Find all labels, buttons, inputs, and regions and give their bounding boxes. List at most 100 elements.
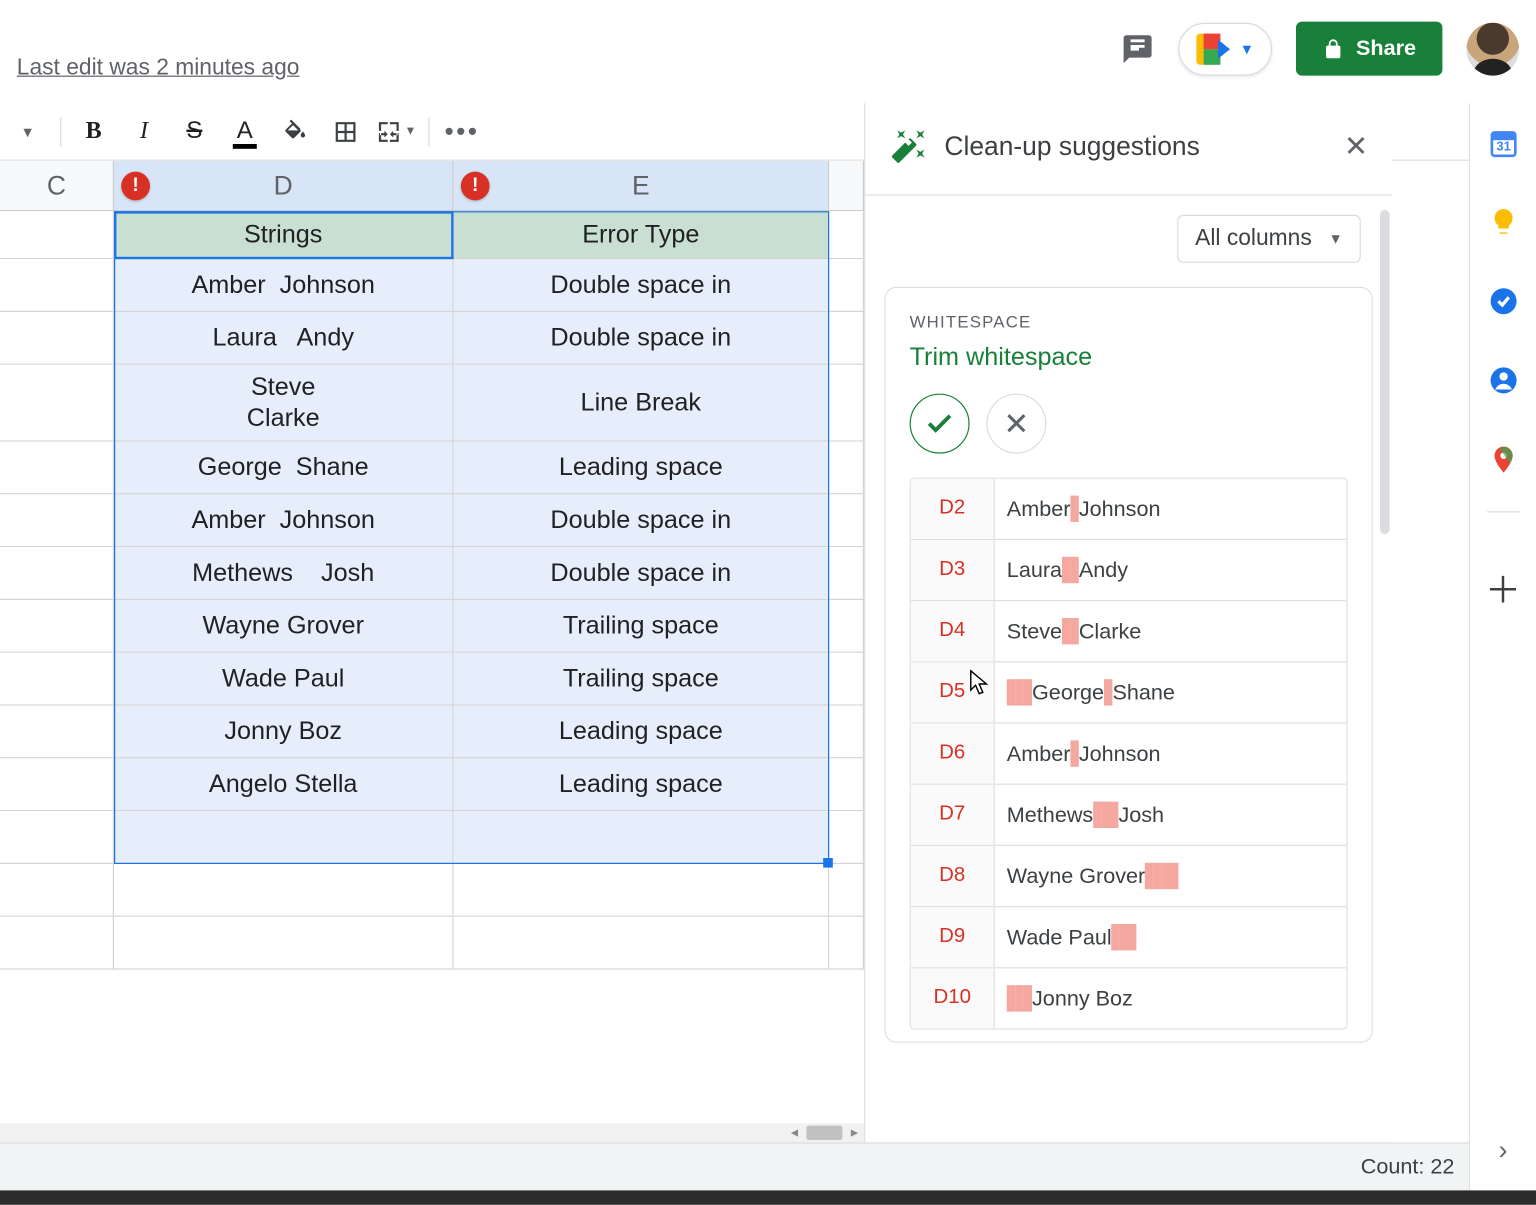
panel-title: Clean-up suggestions [944,131,1327,162]
whitespace-mark [1120,924,1128,950]
bold-button[interactable]: B [71,110,117,153]
cell-reference: D2 [911,479,995,539]
close-panel-button[interactable]: ✕ [1344,129,1368,164]
whitespace-mark [1007,985,1015,1011]
table-cell[interactable]: Angelo Stella [114,758,454,811]
whitespace-issue-row[interactable]: D8 Wayne Grover [911,846,1347,907]
more-tools-button[interactable]: ••• [439,110,485,153]
table-cell[interactable] [114,917,454,970]
table-cell[interactable] [454,917,830,970]
column-header-d[interactable]: ! D [114,161,454,210]
panel-scrollbar[interactable] [1380,210,1390,534]
table-cell[interactable]: Laura Andy [114,312,454,365]
table-cell[interactable]: Double space in [454,259,830,312]
contacts-icon[interactable] [1487,365,1518,396]
table-cell[interactable] [114,864,454,917]
status-bar: Count: 22 [0,1142,1536,1190]
text-color-button[interactable]: A [222,110,268,153]
share-label: Share [1356,36,1416,61]
keep-icon[interactable] [1487,206,1518,237]
table-cell[interactable] [454,811,830,864]
borders-button[interactable] [323,110,369,153]
side-panel-rail: 31 ＋ › [1469,103,1536,1190]
whitespace-suggestion-card: WHITESPACE Trim whitespace ✕ D2 Amber Jo… [884,287,1372,1043]
whitespace-issue-row[interactable]: D4 Steve Clarke [911,601,1347,662]
table-cell[interactable]: Amber Johnson [114,259,454,312]
header-cell-e[interactable]: Error Type [454,211,830,259]
cell-preview: Laura Andy [995,540,1347,600]
reject-suggestion-button[interactable]: ✕ [986,394,1046,454]
whitespace-issue-row[interactable]: D6 Amber Johnson [911,724,1347,785]
selection-count: Count: 22 [1361,1154,1455,1179]
table-cell[interactable]: Amber Johnson [114,494,454,547]
strikethrough-button[interactable]: S [172,110,218,153]
last-edit-link[interactable]: Last edit was 2 minutes ago [17,55,300,81]
horizontal-scrollbar[interactable]: ◄ ► [0,1123,864,1142]
add-on-button[interactable]: ＋ [1485,560,1521,613]
cell-reference: D3 [911,540,995,600]
table-cell[interactable]: Wade Paul [114,653,454,706]
table-cell[interactable]: Methews Josh [114,547,454,600]
whitespace-mark [1070,496,1078,522]
table-cell[interactable]: Double space in [454,312,830,365]
expand-rail-button[interactable]: › [1499,1135,1508,1166]
meet-button[interactable]: ▼ [1178,22,1271,75]
whitespace-issue-row[interactable]: D5 George Shane [911,662,1347,723]
whitespace-mark [1062,618,1070,644]
table-cell[interactable] [114,811,454,864]
accept-suggestion-button[interactable] [910,394,970,454]
table-cell[interactable]: Double space in [454,547,830,600]
tasks-icon[interactable] [1487,286,1518,317]
whitespace-issue-row[interactable]: D2 Amber Johnson [911,479,1347,540]
column-header-gutter [829,161,864,210]
table-cell[interactable]: Trailing space [454,600,830,653]
cell-reference: D10 [911,968,995,1028]
column-header-c[interactable]: C [0,161,114,210]
whitespace-mark [1112,924,1120,950]
share-button[interactable]: Share [1296,22,1442,76]
comment-history-icon[interactable] [1121,32,1155,66]
fill-color-button[interactable] [272,110,318,153]
scroll-left-icon[interactable]: ◄ [785,1123,804,1142]
whitespace-issue-row[interactable]: D9 Wade Paul [911,907,1347,968]
whitespace-issue-row[interactable]: D7 Methews Josh [911,785,1347,846]
column-filter-dropdown[interactable]: All columns ▼ [1177,215,1361,263]
cell-reference: D4 [911,601,995,661]
table-cell[interactable]: Leading space [454,442,830,495]
whitespace-mark [1062,557,1070,583]
account-avatar[interactable] [1466,22,1519,75]
cell-reference: D8 [911,846,995,906]
table-cell[interactable]: Double space in [454,494,830,547]
maps-icon[interactable] [1487,444,1518,475]
table-cell[interactable]: George Shane [114,442,454,495]
toolbar-dropdown[interactable]: ▼ [5,110,51,153]
cell-preview: Jonny Boz [995,968,1347,1028]
table-cell[interactable]: Line Break [454,365,830,442]
merge-cells-button[interactable]: ▼ [373,110,419,153]
table-cell[interactable]: Trailing space [454,653,830,706]
column-header-e[interactable]: ! E [454,161,830,210]
italic-button[interactable]: I [121,110,167,153]
error-badge-icon: ! [461,171,490,200]
table-cell[interactable]: SteveClarke [114,365,454,442]
calendar-icon[interactable]: 31 [1487,127,1518,158]
cleanup-suggestions-panel: Clean-up suggestions ✕ All columns ▼ WHI… [864,103,1392,1142]
table-cell[interactable]: Wayne Grover [114,600,454,653]
chevron-down-icon: ▼ [1329,230,1343,247]
header-cell-d[interactable]: Strings [114,211,454,259]
whitespace-mark [1070,557,1078,583]
whitespace-issue-row[interactable]: D10 Jonny Boz [911,968,1347,1028]
table-cell[interactable]: Leading space [454,758,830,811]
table-cell[interactable] [454,864,830,917]
whitespace-issue-row[interactable]: D3 Laura Andy [911,540,1347,601]
scroll-right-icon[interactable]: ► [845,1123,864,1142]
whitespace-mark [1024,985,1032,1011]
table-cell[interactable]: Leading space [454,706,830,759]
spreadsheet-grid[interactable]: C ! D ! E Strings Error Type Amber Johns… [0,161,864,1123]
lock-icon [1322,38,1344,60]
google-meet-icon [1196,33,1232,64]
whitespace-mark [1104,679,1112,705]
table-cell[interactable]: Jonny Boz [114,706,454,759]
cell-grid[interactable]: Strings Error Type Amber Johnson Double … [0,211,864,969]
whitespace-mark [1070,618,1078,644]
